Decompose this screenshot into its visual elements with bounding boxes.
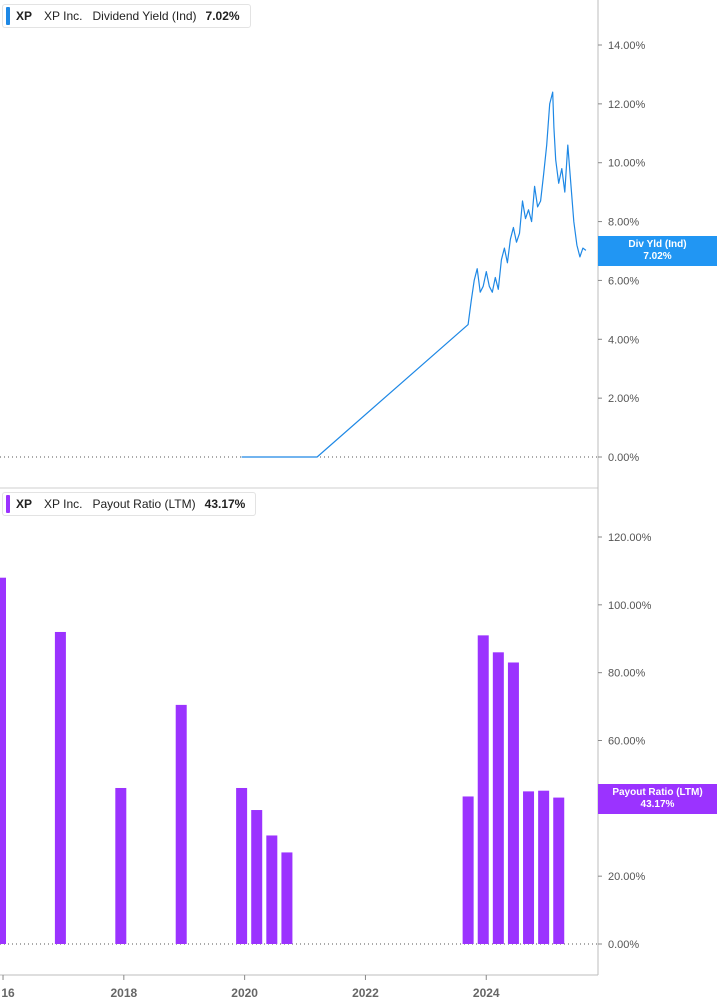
x-tick-label: 2024 (473, 986, 500, 1000)
payout-swatch (6, 495, 10, 513)
bottom-y-tick-label: 60.00% (608, 736, 646, 748)
payout-bar (54, 631, 66, 944)
payout-bar (523, 791, 535, 944)
payout-bar (251, 810, 263, 944)
yield-badge-label: Div Yld (Ind) (628, 239, 687, 250)
top-legend-company: XP Inc. (44, 9, 83, 23)
yield-badge-value: 7.02% (643, 251, 672, 262)
bottom-y-tick-label: 120.00% (608, 532, 652, 544)
bottom-legend-company: XP Inc. (44, 497, 83, 511)
payout-bar (553, 797, 565, 944)
payout-bar (236, 787, 248, 944)
bottom-legend-ticker: XP (16, 497, 33, 511)
payout-value-badge: Payout Ratio (LTM) 43.17% (598, 784, 717, 814)
x-tick-label: 2022 (352, 986, 379, 1000)
bottom-plot (0, 577, 565, 944)
top-legend-metric: Dividend Yield (Ind) (92, 9, 197, 23)
bottom-y-tick-label: 80.00% (608, 668, 646, 680)
bottom-y-axis: 0.00%20.00%40.00%60.00%80.00%100.00%120.… (0, 532, 652, 951)
bottom-legend-value: 43.17% (204, 497, 246, 511)
dividend-yield-line (241, 91, 587, 458)
payout-bar (492, 652, 504, 944)
payout-bar (175, 704, 187, 944)
top-y-tick-label: 12.00% (608, 99, 646, 111)
x-tick-label: 2018 (110, 986, 137, 1000)
top-y-tick-label: 4.00% (608, 334, 639, 346)
top-y-tick-label: 2.00% (608, 393, 639, 405)
payout-badge-label: Payout Ratio (LTM) (612, 787, 703, 798)
top-legend[interactable]: XP XP Inc. Dividend Yield (Ind) 7.02% (2, 4, 251, 28)
bottom-y-tick-label: 20.00% (608, 871, 646, 883)
top-y-tick-label: 0.00% (608, 452, 639, 464)
payout-bar (507, 662, 519, 944)
bottom-y-tick-label: 100.00% (608, 600, 652, 612)
bottom-legend[interactable]: XP XP Inc. Payout Ratio (LTM) 43.17% (2, 492, 257, 516)
bottom-y-tick-label: 0.00% (608, 939, 639, 951)
top-y-axis: 0.00% 2.00% 4.00% 6.00% 8.00% 10.00% 12.00% 14.… (0, 40, 646, 464)
bottom-legend-metric: Payout Ratio (LTM) (92, 497, 196, 511)
payout-bar (115, 787, 127, 944)
payout-bar (0, 577, 6, 944)
payout-bar (462, 796, 474, 944)
yield-swatch (6, 7, 10, 25)
top-y-tick-label: 10.00% (608, 158, 646, 170)
top-y-tick-label: 6.00% (608, 275, 639, 287)
payout-badge-value: 43.17% (640, 799, 675, 810)
x-axis: 16 2018 2020 2022 2024 (1, 975, 500, 1000)
top-legend-ticker: XP (16, 9, 33, 23)
x-tick-label: 2020 (231, 986, 258, 1000)
top-legend-value: 7.02% (205, 9, 240, 23)
top-plot (241, 91, 587, 458)
payout-bar (281, 852, 293, 944)
yield-value-badge: Div Yld (Ind) 7.02% (598, 236, 717, 266)
x-tick-label: 16 (1, 986, 15, 1000)
top-y-tick-label: 8.00% (608, 217, 639, 229)
payout-bar (477, 635, 489, 944)
payout-bar (538, 790, 550, 944)
top-y-tick-label: 14.00% (608, 40, 646, 52)
payout-bar (266, 835, 278, 944)
